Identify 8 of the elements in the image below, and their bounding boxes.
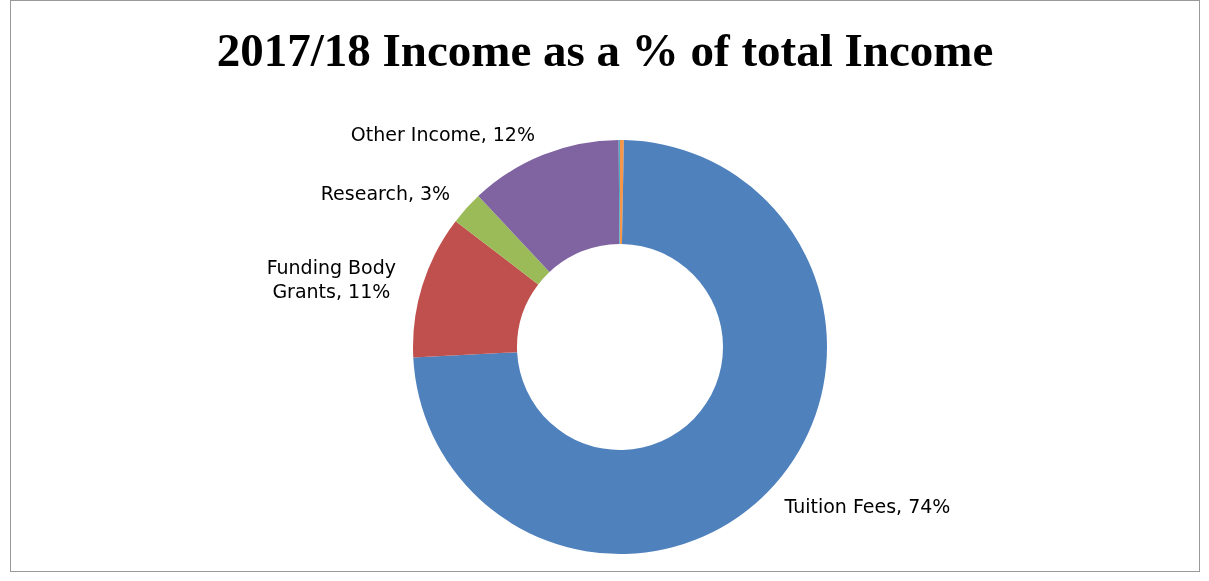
slice-label: Funding Body Grants, 11% xyxy=(266,255,397,302)
chart-title: 2017/18 Income as a % of total Income xyxy=(215,23,995,77)
donut-slice xyxy=(455,196,550,285)
donut-slice xyxy=(620,140,624,245)
slice-label: Other Income, 12% xyxy=(350,123,536,146)
slice-label: Research, 3% xyxy=(320,182,451,205)
slice-label: Tuition Fees, 74% xyxy=(783,495,951,518)
donut-slice xyxy=(413,221,539,358)
